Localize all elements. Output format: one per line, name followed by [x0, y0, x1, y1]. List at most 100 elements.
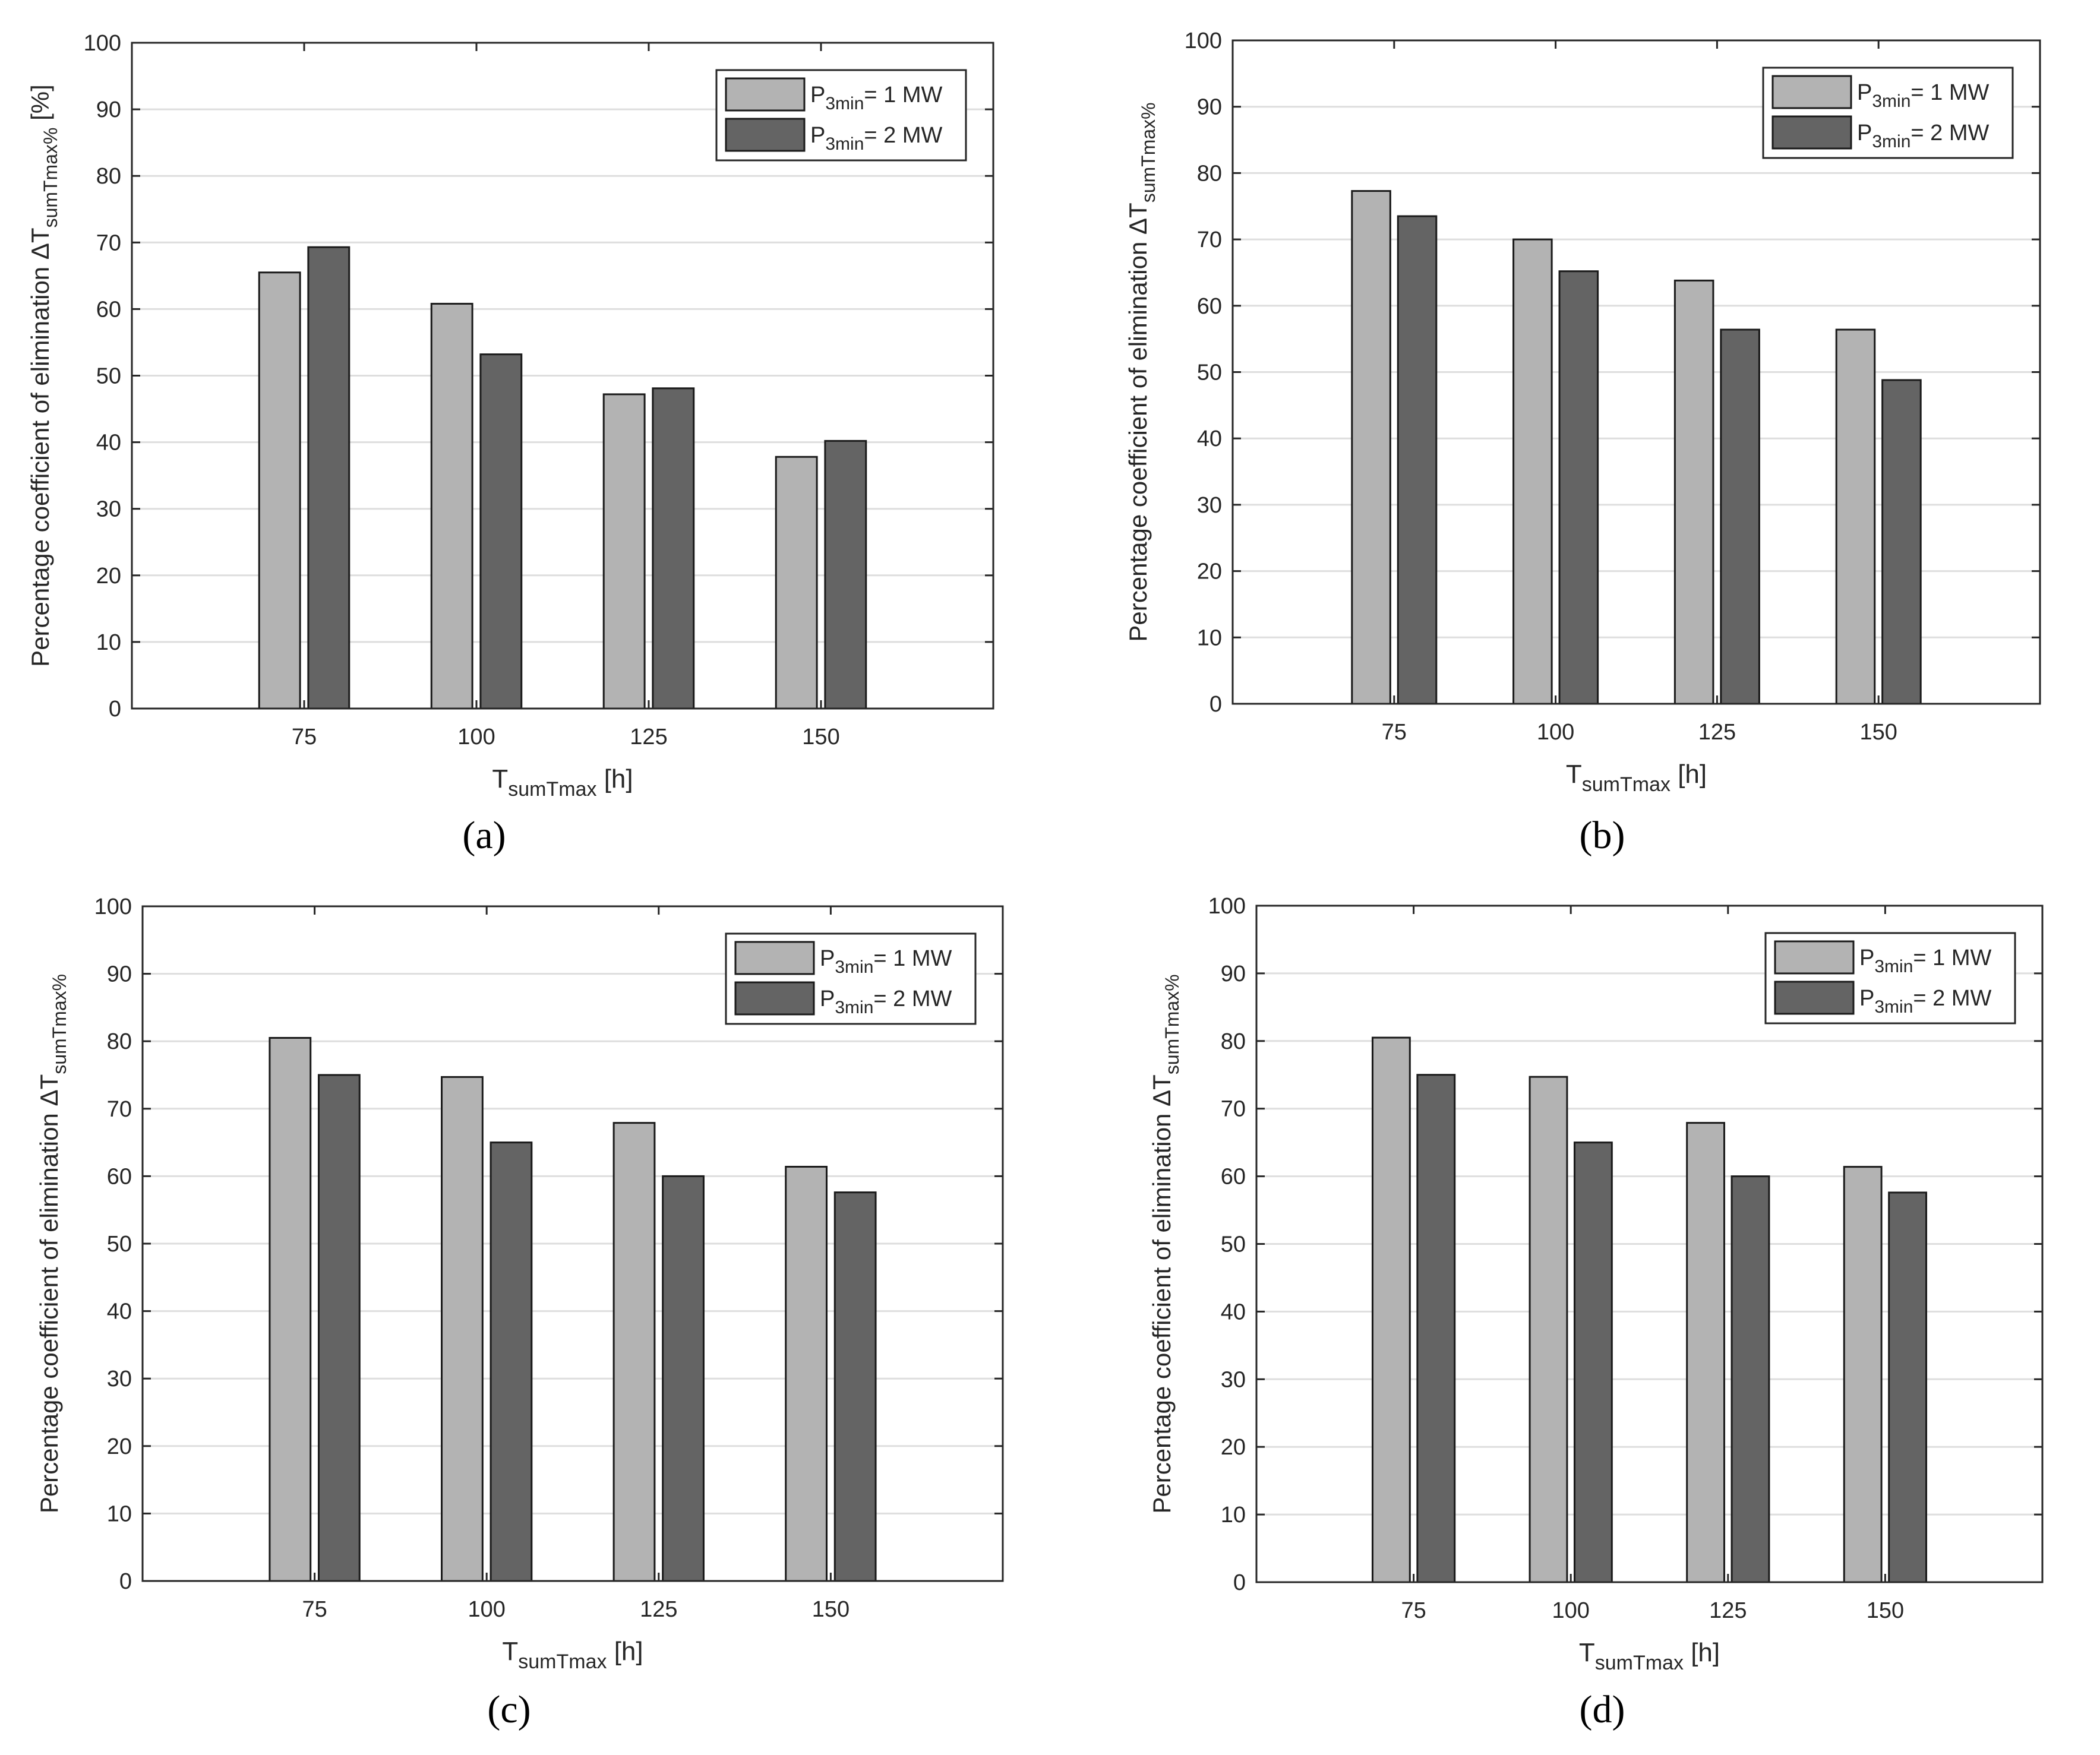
legend-label-main: P [820, 946, 835, 971]
bar-series1-100 [430, 302, 473, 710]
y-tick-label: 100 [94, 894, 132, 919]
legend-label-main: P [1857, 121, 1872, 146]
legend-label-suffix: = 1 MW [873, 946, 952, 971]
legend-label-series2: P3min= 2 MW [810, 123, 942, 154]
x-tick-label: 150 [812, 1597, 850, 1622]
y-tick-label: 70 [107, 1097, 132, 1122]
legend-label-series1: P3min= 1 MW [1859, 946, 1991, 976]
legend-label-subscript: 3min [1874, 997, 1913, 1017]
y-tick-label: 80 [1221, 1029, 1246, 1054]
legend-label-main: P [810, 83, 825, 107]
bar-series2-125 [652, 387, 695, 710]
y-axis-label-main: Percentage coefficient of elimination ΔT [35, 1074, 63, 1513]
y-tick-label: 100 [1208, 894, 1246, 919]
y-tick-label: 30 [96, 497, 121, 522]
bar-series2-75 [307, 246, 350, 710]
legend-label-series2: P3min= 2 MW [820, 986, 952, 1017]
y-axis-label-subscript: sumTmax% [1161, 974, 1183, 1074]
bar-series1-100 [1529, 1076, 1568, 1583]
bar-series1-150 [775, 456, 818, 710]
bar-series1-75 [258, 271, 301, 710]
y-tick-label: 90 [1197, 95, 1222, 120]
legend-label-subscript: 3min [1872, 91, 1910, 111]
bar-series2-125 [1720, 328, 1760, 705]
y-tick-label: 20 [1221, 1435, 1246, 1460]
y-tick-label: 0 [1210, 692, 1222, 717]
y-tick-label: 80 [107, 1029, 132, 1054]
y-tick-label: 70 [96, 230, 121, 255]
x-axis-label-subscript: sumTmax [1582, 773, 1670, 796]
bar-series1-75 [1371, 1036, 1411, 1583]
bar-series1-150 [1843, 1166, 1883, 1583]
y-tick-label: 70 [1197, 227, 1222, 252]
legend-swatch-series2 [1774, 981, 1855, 1015]
y-tick-label: 20 [107, 1434, 132, 1459]
legend-label-subscript: 3min [1874, 957, 1913, 976]
y-tick-label: 80 [96, 164, 121, 189]
panel-caption: (a) [462, 814, 506, 857]
y-tick-label: 50 [1197, 361, 1222, 385]
panel-caption: (d) [1580, 1688, 1625, 1731]
y-tick-label: 50 [1221, 1232, 1246, 1257]
bar-series1-150 [1835, 328, 1876, 705]
x-axis-label-subscript: sumTmax [508, 778, 596, 801]
y-tick-label: 90 [96, 97, 121, 122]
legend-label-main: P [820, 986, 835, 1011]
bar-series2-75 [1397, 215, 1438, 705]
legend-swatch-series1 [725, 77, 806, 112]
y-axis-label-main: Percentage coefficient of elimination ΔT [26, 227, 54, 666]
bar-series1-125 [612, 1122, 656, 1582]
y-tick-label: 100 [84, 31, 121, 56]
y-tick-label: 50 [96, 364, 121, 389]
legend-label-main: P [1859, 946, 1874, 970]
y-axis-label-subscript: sumTmax% [49, 974, 70, 1074]
y-tick-label: 10 [1221, 1503, 1246, 1528]
legend-label-subscript: 3min [835, 957, 873, 977]
y-axis-label: Percentage coefficient of elimination ΔT… [26, 84, 61, 667]
x-tick-label: 100 [1537, 720, 1574, 745]
legend-label-suffix: = 1 MW [864, 83, 942, 107]
x-axis-label: TsumTmax [h] [1566, 760, 1707, 796]
bar-series2-150 [1888, 1191, 1928, 1583]
y-tick-label: 40 [1197, 426, 1222, 451]
y-tick-label: 60 [107, 1164, 132, 1189]
x-axis-label-main: T [1579, 1638, 1595, 1667]
y-tick-label: 90 [1221, 962, 1246, 986]
y-tick-label: 70 [1221, 1097, 1246, 1122]
bar-series2-150 [1881, 379, 1922, 705]
x-axis-label-subscript: sumTmax [518, 1650, 607, 1673]
legend-swatch-series2 [725, 118, 806, 152]
legend-label-suffix: = 2 MW [864, 123, 942, 148]
y-tick-label: 0 [109, 697, 121, 722]
x-tick-label: 125 [630, 725, 667, 750]
bar-series2-75 [317, 1074, 361, 1582]
legend-label-subscript: 3min [825, 134, 864, 154]
x-tick-label: 125 [1709, 1598, 1747, 1623]
legend: P3min= 1 MW P3min= 2 MW [725, 932, 977, 1025]
y-tick-label: 10 [1197, 625, 1222, 650]
legend-label-subscript: 3min [825, 94, 864, 113]
legend-swatch-series2 [734, 981, 815, 1016]
legend-swatch-series1 [734, 941, 815, 975]
y-tick-label: 0 [1233, 1570, 1246, 1595]
x-tick-label: 150 [1867, 1598, 1904, 1623]
x-axis-label-suffix: [h] [596, 764, 633, 793]
legend-swatch-series1 [1771, 75, 1852, 109]
axes-frame [1231, 39, 2041, 705]
bar-series2-100 [1558, 270, 1599, 705]
x-tick-label: 100 [1552, 1598, 1589, 1623]
bar-series1-125 [1673, 279, 1714, 705]
y-tick-label: 0 [119, 1569, 132, 1594]
legend-label-series1: P3min= 1 MW [820, 946, 952, 977]
y-tick-label: 30 [1197, 493, 1222, 518]
x-axis-label-main: T [502, 1637, 518, 1666]
legend-label-series1: P3min= 1 MW [810, 83, 942, 113]
legend-label-series1: P3min= 1 MW [1857, 80, 1989, 111]
legend-label-series2: P3min= 2 MW [1857, 121, 1989, 151]
bar-series1-75 [269, 1037, 312, 1582]
y-tick-label: 60 [1221, 1165, 1246, 1190]
